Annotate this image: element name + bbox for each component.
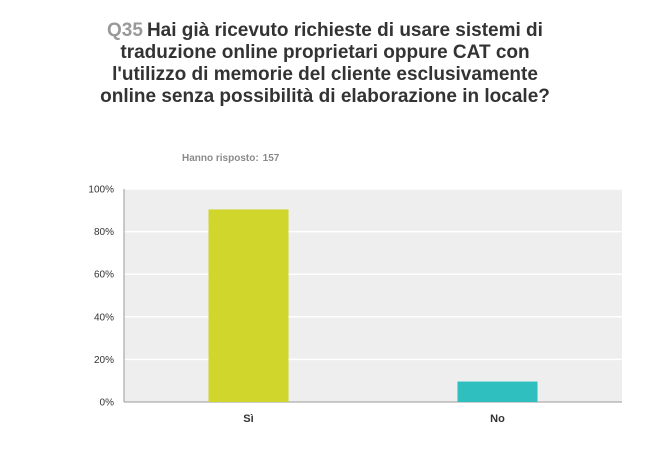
responses-label: Hanno risposto: (182, 153, 259, 164)
y-tick-label: 100% (88, 185, 114, 196)
question-number: Q35 (107, 20, 143, 41)
question-text: Hai già ricevuto richieste di usare sist… (100, 20, 550, 107)
responses-value: 157 (262, 153, 280, 164)
y-tick-label: 0% (100, 398, 115, 409)
y-tick-label: 80% (94, 227, 114, 238)
bar (208, 209, 289, 402)
x-tick-label: No (490, 413, 505, 425)
bar (457, 381, 538, 402)
responses-count: Hanno risposto: 157 (182, 153, 279, 164)
question-title: Q35 Hai già ricevuto richieste di usare s… (100, 20, 550, 108)
y-tick-label: 60% (94, 270, 114, 281)
plot-background (124, 189, 622, 402)
y-tick-label: 20% (94, 355, 114, 366)
y-tick-label: 40% (94, 312, 114, 323)
x-tick-label: Sì (243, 413, 253, 425)
